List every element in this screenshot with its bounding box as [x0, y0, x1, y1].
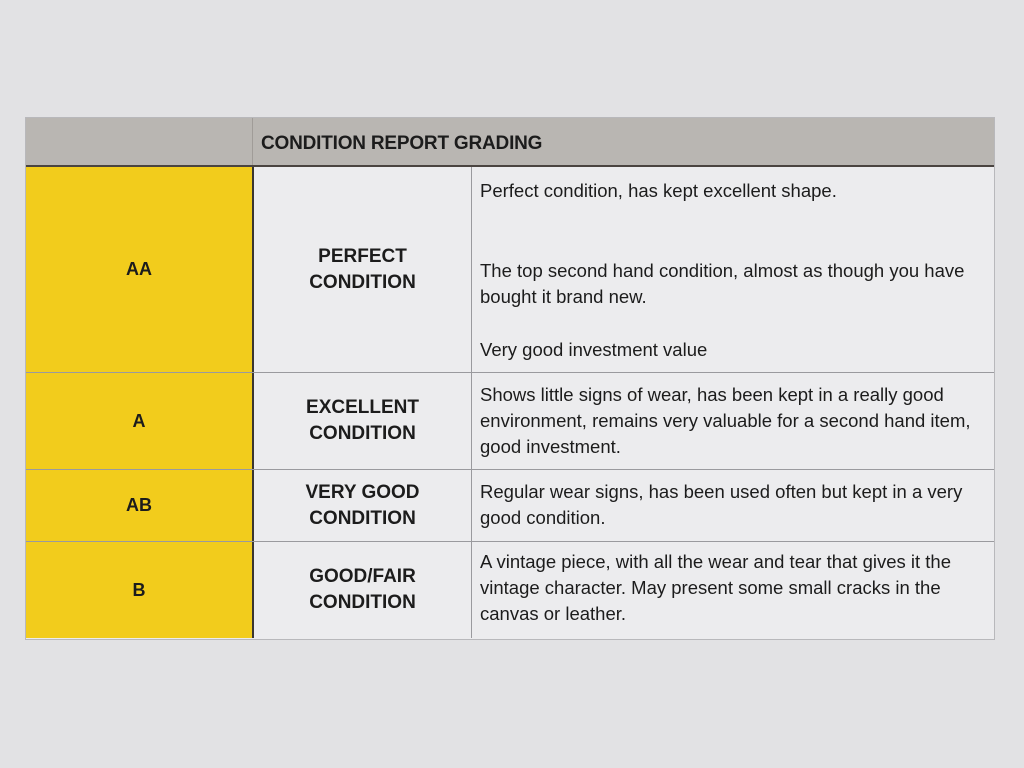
- description-line: A vintage piece, with all the wear and t…: [480, 551, 952, 624]
- condition-cell: VERY GOOD CONDITION: [254, 470, 472, 541]
- description-line: The top second hand condition, almost as…: [480, 260, 965, 307]
- grade-cell: AA: [26, 167, 254, 372]
- condition-label: VERY GOOD CONDITION: [305, 481, 420, 529]
- table-header: CONDITION REPORT GRADING: [26, 118, 994, 167]
- description-cell: Regular wear signs, has been used often …: [480, 470, 985, 541]
- grade-cell: B: [26, 542, 254, 638]
- table-row: AB VERY GOOD CONDITION Regular wear sign…: [26, 470, 994, 542]
- description-line: Shows little signs of wear, has been kep…: [480, 384, 971, 457]
- description-cell: Perfect condition, has kept excellent sh…: [480, 167, 985, 372]
- condition-grading-table: CONDITION REPORT GRADING AA PERFECT COND…: [25, 117, 995, 640]
- description-cell: A vintage piece, with all the wear and t…: [480, 542, 985, 638]
- table-row: A EXCELLENT CONDITION Shows little signs…: [26, 373, 994, 470]
- condition-cell: GOOD/FAIR CONDITION: [254, 542, 472, 638]
- condition-label: GOOD/FAIR CONDITION: [309, 566, 416, 613]
- condition-label: PERFECT CONDITION: [309, 245, 416, 293]
- condition-cell: PERFECT CONDITION: [254, 167, 472, 372]
- table-row: B GOOD/FAIR CONDITION A vintage piece, w…: [26, 542, 994, 638]
- description-line: Perfect condition, has kept excellent sh…: [480, 180, 837, 201]
- header-divider: [252, 118, 253, 165]
- condition-label: EXCELLENT CONDITION: [306, 397, 419, 444]
- description-line: Very good investment value: [480, 339, 708, 360]
- grade-cell: AB: [26, 470, 254, 541]
- description-line: Regular wear signs, has been used often …: [480, 481, 963, 528]
- table-row: AA PERFECT CONDITION Perfect condition, …: [26, 167, 994, 373]
- description-cell: Shows little signs of wear, has been kep…: [480, 373, 985, 469]
- grade-cell: A: [26, 373, 254, 469]
- condition-cell: EXCELLENT CONDITION: [254, 373, 472, 469]
- table-title: CONDITION REPORT GRADING: [261, 133, 543, 154]
